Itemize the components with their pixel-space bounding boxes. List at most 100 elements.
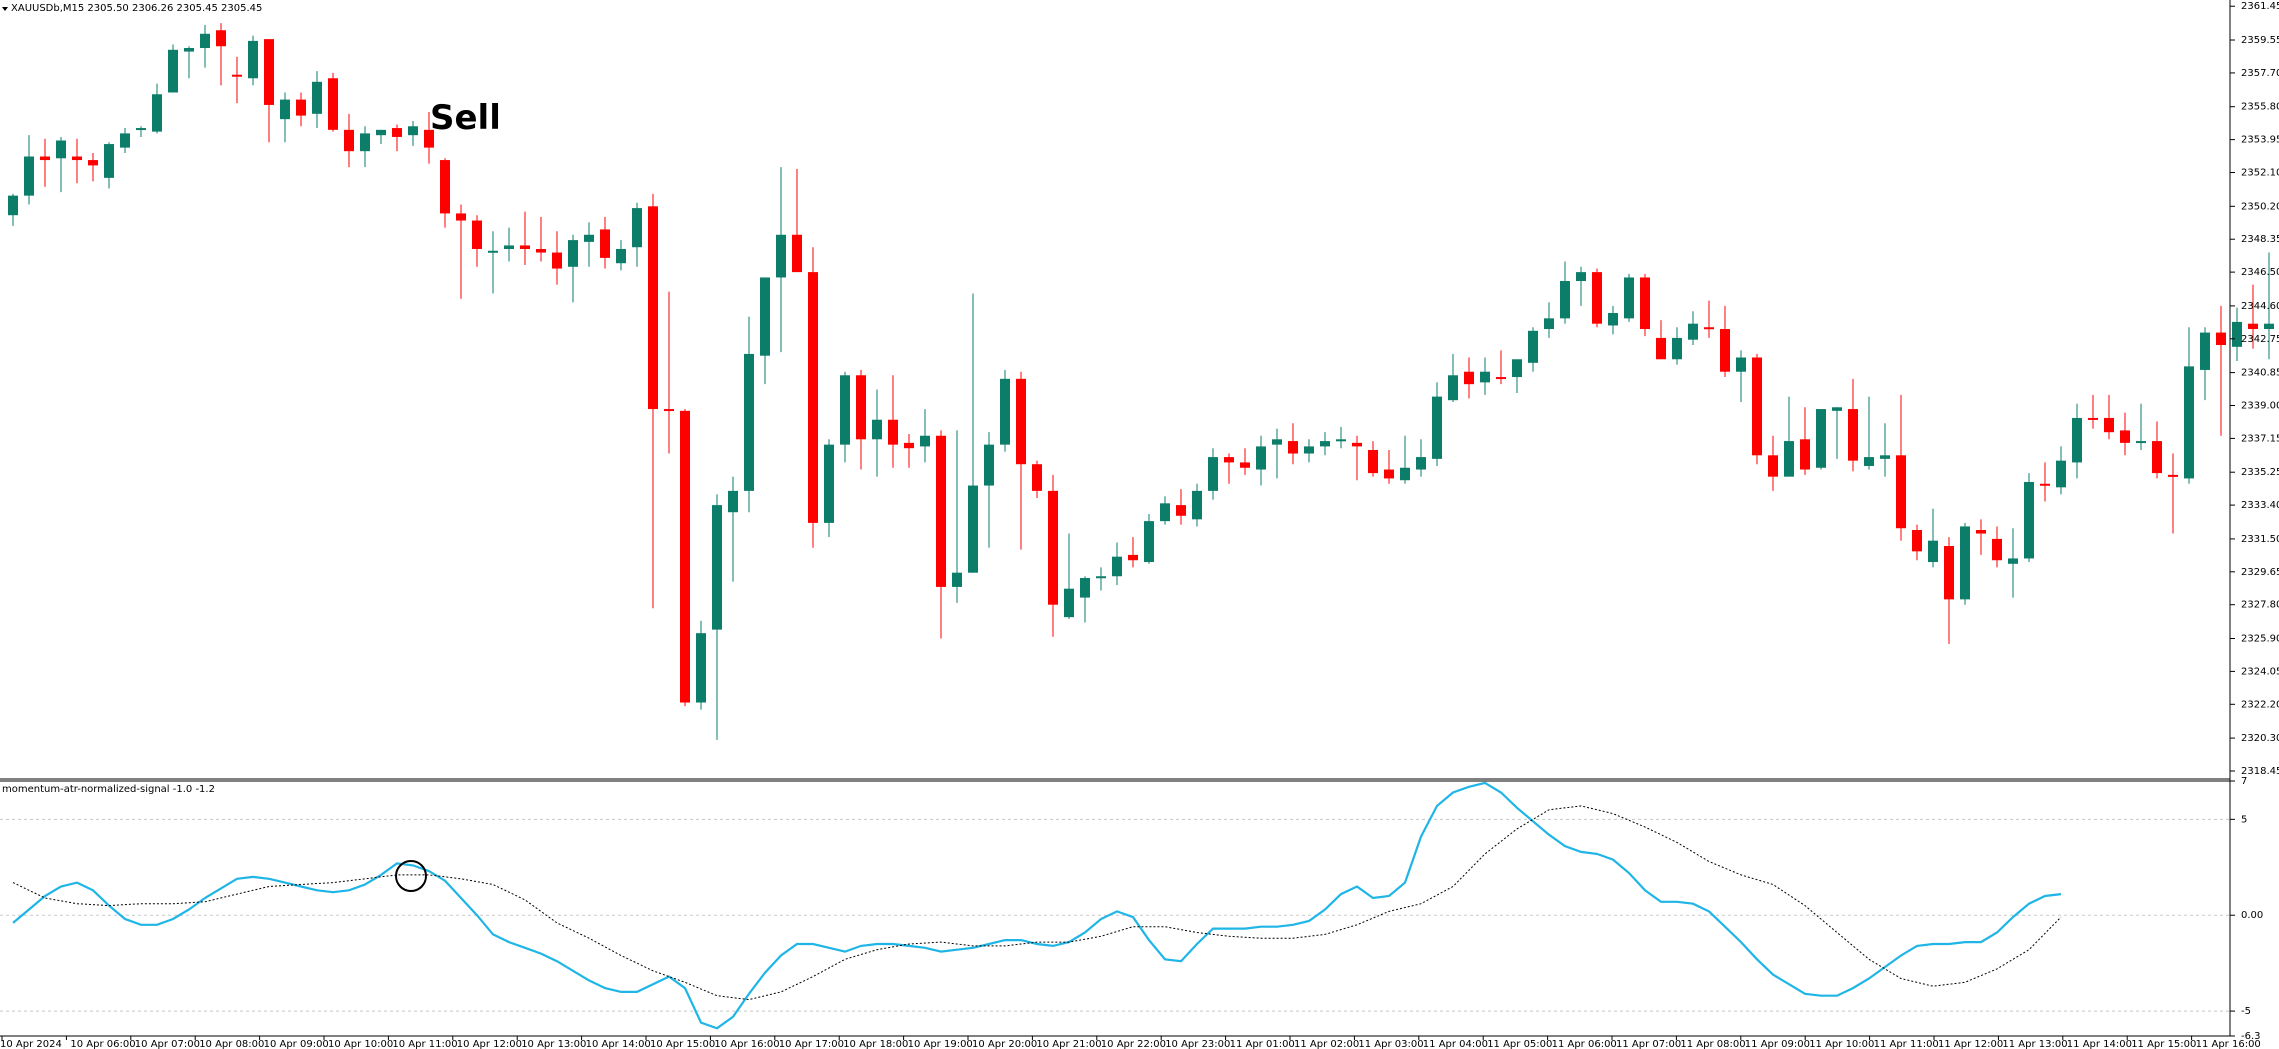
candle-body [1192,490,1202,520]
candle-body [424,129,434,148]
candle-body [1576,272,1586,282]
candle-body [600,229,610,258]
candle-body [1816,409,1826,468]
candle [1080,576,1090,623]
candle-body [824,444,834,523]
candle [200,24,210,68]
candle [616,240,626,271]
candle-body [152,94,162,132]
candle [184,46,194,79]
candle [904,433,914,468]
candle-body [1304,446,1314,454]
candle-body [2152,441,2162,474]
time-tick-label: 11 Apr 13:00 [2002,1039,2067,1049]
time-tick-label: 11 Apr 06:00 [1552,1039,1617,1049]
candle-body [2120,430,2130,443]
candle-body [616,248,626,264]
price-tick-label: 2339.00 [2241,401,2279,412]
candle [1640,273,1650,337]
candle [824,439,834,538]
candle [504,227,514,262]
price-tick-label: 2331.50 [2241,534,2279,545]
time-tick-label: 10 Apr 06:00 [70,1039,135,1049]
candle-body [200,33,210,49]
time-tick-label: 11 Apr 01:00 [1230,1039,1295,1049]
candle-body [1224,457,1234,463]
candle [24,135,34,205]
candle [136,126,146,137]
collapse-triangle-icon[interactable] [2,7,8,11]
time-tick-label: 11 Apr 08:00 [1680,1039,1745,1049]
candle [1736,350,1746,402]
candle [328,72,338,132]
candle [744,316,754,513]
candle-body [776,234,786,278]
candle-body [552,252,562,269]
time-tick-label: 10 Apr 15:00 [650,1039,715,1049]
candle-body [472,220,482,249]
candle [2264,252,2274,360]
candle [856,369,866,470]
candle [984,432,994,548]
candle [248,35,258,86]
candle [1128,537,1138,568]
price-tick-label: 2327.80 [2241,600,2279,611]
price-tick-label: 2320.30 [2241,733,2279,744]
candle [1384,449,1394,484]
candle-body [792,234,802,273]
candle [712,494,722,740]
candle-body [2200,332,2210,370]
symbol-info: XAUUSDb,M15 2305.50 2306.26 2305.45 2305… [11,3,262,14]
candle-body [1112,556,1122,577]
candle [1048,474,1058,637]
candle-body [2264,323,2274,330]
price-tick-label: 2355.80 [2241,102,2279,113]
candle [408,120,418,146]
candle [2040,462,2050,502]
candle [1864,396,1874,470]
candle-body [1256,446,1266,470]
candle-body [1960,526,1970,600]
candle [296,92,306,127]
time-tick-label: 11 Apr 03:00 [1358,1039,1423,1049]
candle-body [840,375,850,445]
oscillator-axis[interactable]: 7 5 0.00 -5 -6.3 [2230,776,2263,1042]
candle-body [2008,558,2018,564]
price-tick-label: 2333.40 [2241,500,2279,511]
time-tick-label: 10 Apr 12:00 [457,1039,522,1049]
candle [2024,473,2034,563]
candle-body [1608,313,1618,326]
price-tick-label: 2361.45 [2241,1,2279,12]
candle [1096,567,1106,591]
time-tick-label: 11 Apr 10:00 [1809,1039,1874,1049]
candle [1704,300,1714,338]
candle-body [1480,371,1490,383]
candle-body [2088,417,2098,420]
price-tick-label: 2359.55 [2241,35,2279,46]
candle-body [1704,327,1714,330]
candle-body [168,49,178,93]
candle [584,222,594,267]
candle-body [1736,357,1746,372]
candle [456,204,466,299]
candle [696,620,706,710]
candle [520,211,530,266]
candle-body [984,444,994,486]
candle-body [1672,337,1682,360]
candle-body [520,245,530,249]
candle [1544,302,1554,338]
time-axis[interactable]: 10 Apr 2024 10 Apr 06:00 10 Apr 07:00 10 Ap… [0,1036,2261,1049]
time-tick-label: 10 Apr 10:00 [328,1039,393,1049]
candle-body [1944,546,1954,600]
candle-body [1240,462,1250,468]
price-axis[interactable]: 2361.45 2359.55 2357.70 2355.80 2353.95 2352.… [2230,1,2279,777]
candle [1496,350,1506,385]
frame [0,0,2231,1037]
candle [1176,489,1186,525]
candle-body [920,435,930,447]
candle [344,113,354,168]
price-tick-label: 2329.65 [2241,567,2279,578]
candle-body [1592,272,1602,324]
time-tick-label: 10 Apr 17:00 [779,1039,844,1049]
